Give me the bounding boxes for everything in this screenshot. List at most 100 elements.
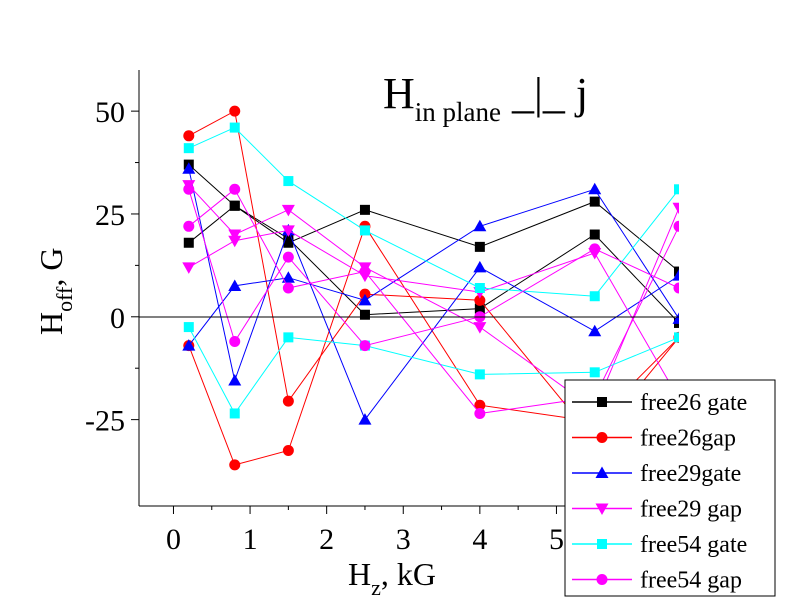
data-point	[359, 225, 370, 236]
y-tick-label: -25	[85, 405, 125, 438]
data-point	[228, 229, 242, 242]
x-label-tail: , kG	[381, 556, 436, 592]
data-point	[183, 183, 195, 195]
data-point	[474, 399, 486, 411]
data-point	[674, 332, 679, 343]
data-point	[183, 130, 195, 142]
series-line	[188, 189, 679, 347]
annotation-tail: _|_ j	[501, 69, 588, 118]
data-point	[672, 269, 679, 281]
data-point	[228, 374, 242, 386]
series-layer	[182, 105, 679, 471]
series-line	[188, 205, 679, 324]
x-tick-label: 3	[396, 523, 411, 556]
data-point	[281, 204, 295, 217]
data-point	[281, 225, 295, 237]
data-point	[589, 196, 600, 207]
data-point	[674, 184, 679, 195]
data-point	[282, 395, 294, 407]
data-point	[183, 143, 194, 154]
data-point	[228, 235, 242, 248]
y-label-sub: off	[52, 286, 77, 312]
data-point	[474, 369, 485, 380]
data-point	[589, 291, 600, 302]
data-point	[229, 122, 240, 133]
data-point	[229, 105, 241, 117]
legend-label: free26 gate	[640, 390, 747, 416]
legend-marker	[597, 539, 607, 549]
data-point	[229, 408, 240, 419]
legend-label: free54 gap	[640, 568, 742, 594]
legend-marker	[596, 574, 608, 585]
legend-marker	[596, 432, 608, 443]
data-point	[182, 339, 196, 351]
data-point	[474, 303, 485, 314]
x-axis-label: Hz, kG	[348, 556, 436, 600]
data-point	[183, 322, 194, 333]
data-point	[672, 202, 679, 215]
data-point	[283, 332, 294, 343]
x-tick-label: 5	[549, 523, 564, 556]
legend-marker	[595, 503, 609, 515]
tick-layer: -25025500123456	[85, 96, 672, 556]
data-point	[359, 204, 370, 215]
data-point	[674, 266, 679, 277]
data-point	[229, 183, 241, 195]
data-point	[474, 294, 486, 306]
x-tick-label: 2	[319, 523, 334, 556]
data-point	[183, 220, 195, 232]
x-label-main: H	[348, 556, 371, 592]
x-tick-label: 4	[472, 523, 487, 556]
data-point	[229, 335, 241, 347]
data-point	[282, 444, 294, 456]
data-point	[588, 182, 602, 195]
data-point	[474, 407, 486, 419]
data-point	[182, 162, 196, 174]
data-point	[359, 266, 371, 278]
data-point	[473, 260, 487, 273]
data-point	[228, 279, 242, 291]
legend-marker	[595, 466, 609, 478]
annotation-sub: in plane	[415, 97, 501, 127]
y-label-main: H	[33, 312, 69, 335]
data-point	[589, 243, 601, 255]
y-axis-label: Hoff, G	[33, 248, 77, 335]
data-point	[282, 282, 294, 294]
legend-label: free26gap	[640, 426, 736, 452]
data-point	[588, 324, 602, 337]
data-point	[282, 251, 294, 263]
data-point	[283, 233, 294, 244]
y-tick-label: 50	[95, 96, 125, 129]
data-point	[283, 176, 294, 187]
y-label-tail: , G	[33, 248, 69, 287]
data-point	[359, 340, 371, 352]
data-point	[182, 262, 196, 274]
legend: free26 gate free26gap free29gate free29 gap…	[564, 379, 776, 597]
x-tick-label: 1	[243, 523, 258, 556]
data-point	[229, 459, 241, 471]
data-point	[673, 220, 679, 232]
data-point	[473, 219, 487, 232]
chart-annotation: Hin plane _|_ j	[383, 69, 588, 127]
data-point	[229, 200, 240, 211]
data-point	[358, 413, 372, 425]
y-tick-label: 25	[95, 199, 125, 232]
data-point	[473, 322, 487, 334]
legend-label: free54 gate	[640, 532, 747, 558]
legend-label: free29 gap	[640, 497, 742, 523]
data-point	[183, 237, 194, 248]
legend-label: free29gate	[640, 461, 741, 487]
data-point	[359, 309, 370, 320]
y-tick-label: 0	[110, 302, 125, 335]
data-point	[589, 229, 600, 240]
x-label-sub: z	[371, 575, 381, 600]
data-point	[672, 312, 679, 324]
series-line	[188, 188, 679, 346]
data-point	[474, 241, 485, 252]
x-tick-label: 0	[166, 523, 181, 556]
data-point	[281, 271, 295, 283]
legend-marker	[597, 397, 607, 407]
data-point	[673, 282, 679, 294]
annotation-main: H	[383, 69, 415, 118]
